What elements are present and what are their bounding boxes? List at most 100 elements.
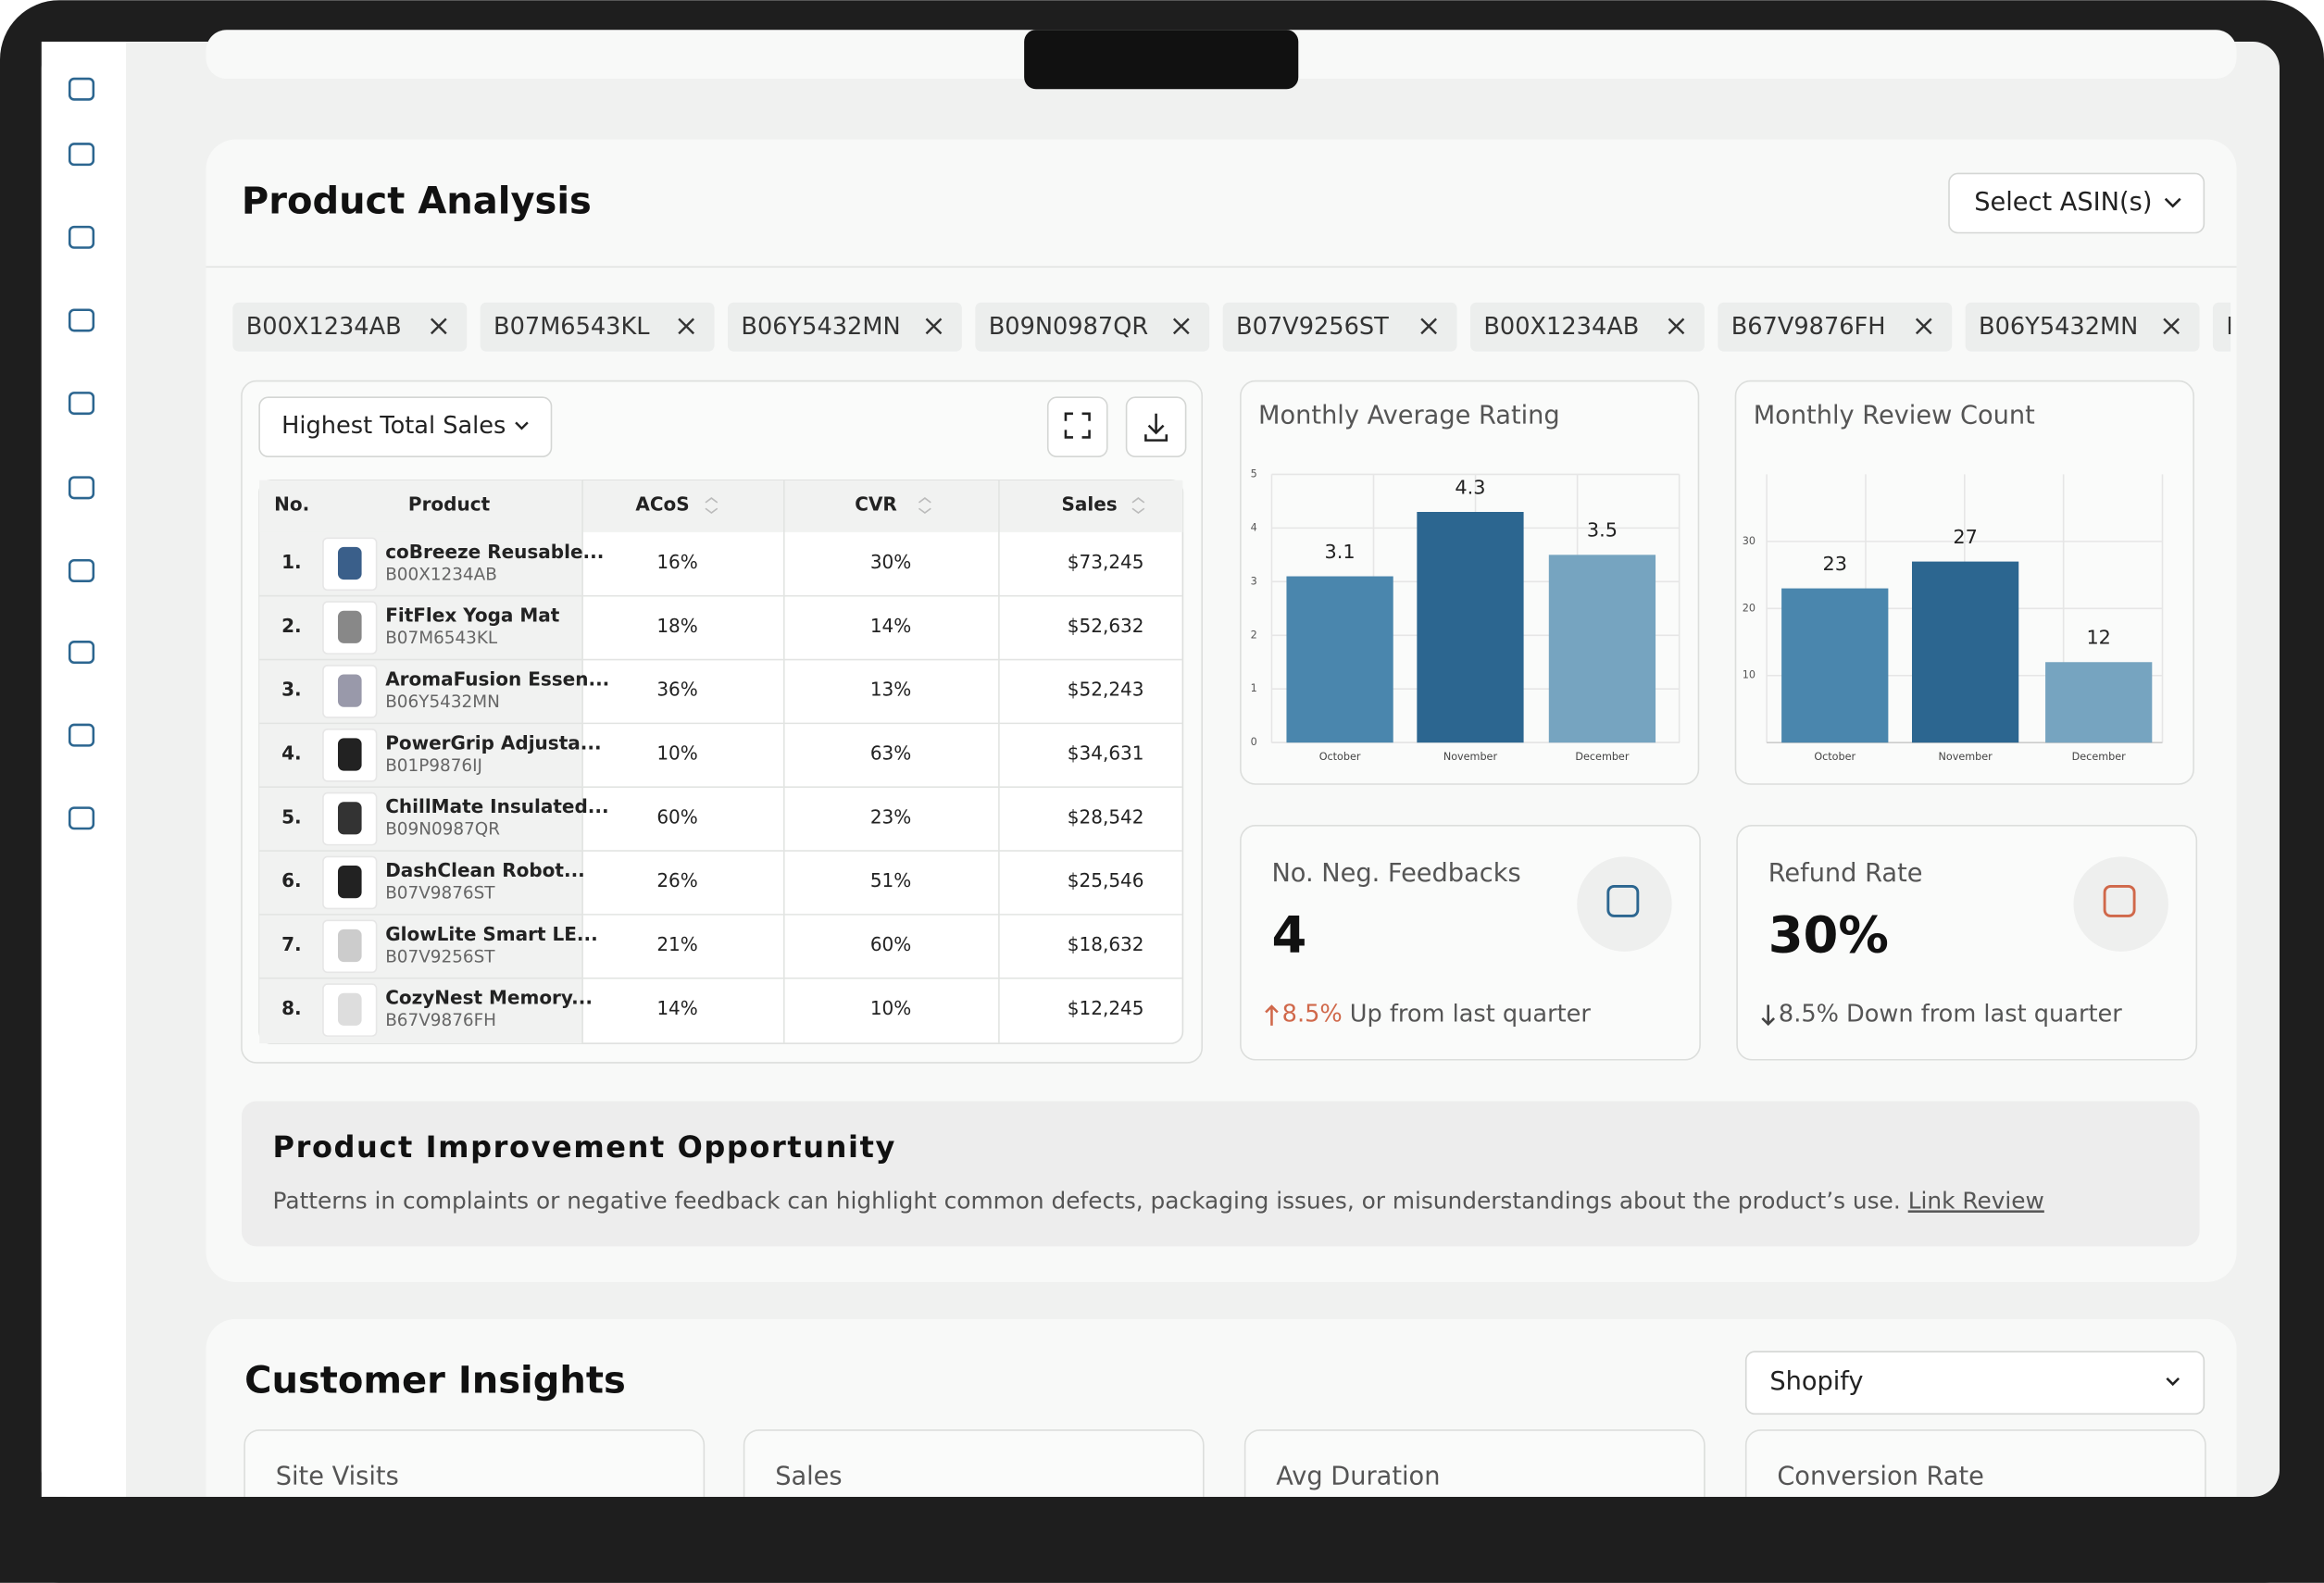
asin-tag-label: B07M6543KL — [494, 313, 650, 341]
tag-remove[interactable] — [430, 318, 447, 335]
product-name: AromaFusion Essen... — [385, 667, 609, 690]
asin-tag — [480, 302, 715, 352]
improvement-text: Patterns in complaints or negative feedb… — [273, 1187, 1901, 1214]
sales-cell: $25,546 — [1068, 869, 1144, 891]
tag-remove[interactable] — [678, 318, 695, 335]
sort-label: Highest Total Sales — [281, 412, 506, 440]
x-tick-label: November — [1443, 751, 1498, 763]
cvr-cell: 10% — [870, 997, 911, 1019]
asin-tag — [727, 302, 962, 352]
section-title: Customer Insights — [244, 1360, 626, 1402]
bezel — [0, 1496, 2324, 1583]
sales-cell: $52,632 — [1068, 615, 1144, 637]
nav-icon — [68, 143, 95, 167]
product-thumb — [337, 738, 362, 771]
asin-tag-label: B67V9876FH — [1731, 313, 1886, 341]
table-header — [259, 480, 1183, 532]
chevron — [2166, 1377, 2180, 1387]
kpi-icon-bg — [2073, 856, 2168, 952]
kpi-icon — [2103, 885, 2136, 917]
nav-icon — [68, 559, 95, 582]
insight-card-title: Site Visits — [276, 1463, 399, 1491]
nav-icon — [68, 77, 95, 101]
product-asin: B67V9876FH — [385, 1011, 496, 1030]
acos-cell: 26% — [656, 869, 697, 891]
asin-tag-label: B07V925 — [2226, 313, 2324, 341]
nav-icon — [68, 308, 95, 332]
bar-value-label: 4.3 — [1455, 476, 1485, 498]
asin-select — [1948, 172, 2205, 234]
tag-remove[interactable] — [1172, 318, 1190, 335]
sales-cell: $34,631 — [1068, 742, 1144, 764]
improvement-box — [241, 1101, 2200, 1247]
kpi-change-text: Up from last quarter — [1350, 1001, 1592, 1028]
column-header: Product — [408, 493, 491, 516]
product-name: ChillMate Insulated... — [385, 795, 608, 817]
row-number: 4. — [281, 742, 302, 764]
acos-cell: 36% — [656, 679, 697, 701]
bar-value-label: 27 — [1953, 526, 1977, 548]
cvr-cell: 23% — [870, 805, 911, 828]
cvr-cell: 30% — [870, 551, 911, 573]
product-name: coBreeze Reusable... — [385, 541, 604, 563]
cvr-cell: 14% — [870, 615, 911, 637]
product-thumb — [337, 866, 362, 899]
sales-cell: $73,245 — [1068, 551, 1144, 573]
tag-remove[interactable] — [2163, 318, 2180, 335]
product-thumb — [337, 929, 362, 963]
download-icon — [1144, 413, 1168, 442]
y-tick-label: 5 — [1251, 467, 1257, 480]
asin-tag — [2212, 302, 2231, 352]
tag-remove[interactable] — [1915, 318, 1932, 335]
tag-remove[interactable] — [1668, 318, 1685, 335]
column-header: CVR — [855, 493, 897, 516]
insight-card-title: Avg Duration — [1276, 1463, 1440, 1491]
product-name: GlowLite Smart LE... — [385, 923, 598, 945]
product-asin: B00X1234AB — [385, 565, 497, 584]
expand-icon — [1064, 412, 1091, 439]
sales-cell: $28,542 — [1068, 805, 1144, 828]
chart-title: Monthly Average Rating — [1258, 402, 1560, 430]
y-tick-label: 4 — [1251, 521, 1257, 533]
tag-remove[interactable] — [925, 318, 943, 335]
x-tick-label: November — [1939, 751, 1993, 763]
sales-cell: $18,632 — [1068, 933, 1144, 955]
sort-icon — [918, 497, 931, 515]
platform-select-label: Shopify — [1769, 1367, 1863, 1396]
product-asin: B07V9876ST — [385, 883, 495, 903]
product-name: PowerGrip Adjusta... — [385, 731, 601, 754]
section-title: Product Analysis — [242, 180, 592, 222]
nav-icon — [68, 641, 95, 665]
asin-tag — [232, 302, 468, 352]
y-tick-label: 20 — [1743, 602, 1755, 614]
platform-select[interactable] — [1744, 1351, 2205, 1415]
row-number: 8. — [281, 997, 302, 1019]
asin-tag-label: B09N0987QR — [989, 313, 1149, 341]
tag-remove[interactable] — [1420, 318, 1437, 335]
review-link[interactable]: Link Review — [1908, 1187, 2044, 1214]
product-asin: B07M6543KL — [385, 629, 498, 648]
row-number: 3. — [281, 679, 302, 701]
kpi-change-text: Down from last quarter — [1846, 1001, 2122, 1028]
product-thumb — [337, 546, 362, 580]
y-tick-label: 10 — [1743, 669, 1755, 681]
cvr-cell: 63% — [870, 742, 911, 764]
insight-card — [1744, 1429, 2206, 1497]
sort-icon — [705, 497, 718, 515]
asin-tags: B00X1234AB B07M6543KL B06Y5432MN B09N0987QR… — [232, 302, 2324, 352]
product-name: FitFlex Yoga Mat — [385, 605, 560, 627]
kpi-value: 30% — [1768, 905, 1889, 965]
x-tick-label: December — [2072, 751, 2126, 763]
customer-panel — [206, 1318, 2237, 1527]
chart-title: Monthly Review Count — [1754, 402, 2035, 430]
asin-tag-label: B00X1234AB — [246, 313, 402, 341]
acos-cell: 21% — [656, 933, 697, 955]
cvr-cell: 13% — [870, 679, 911, 701]
kpi-title: Refund Rate — [1768, 859, 1923, 888]
chevron — [515, 421, 529, 430]
acos-cell: 60% — [656, 805, 697, 828]
y-tick-label: 3 — [1251, 575, 1257, 587]
insight-card — [244, 1429, 706, 1497]
y-tick-label: 1 — [1251, 682, 1257, 694]
nav-icon — [68, 225, 95, 249]
